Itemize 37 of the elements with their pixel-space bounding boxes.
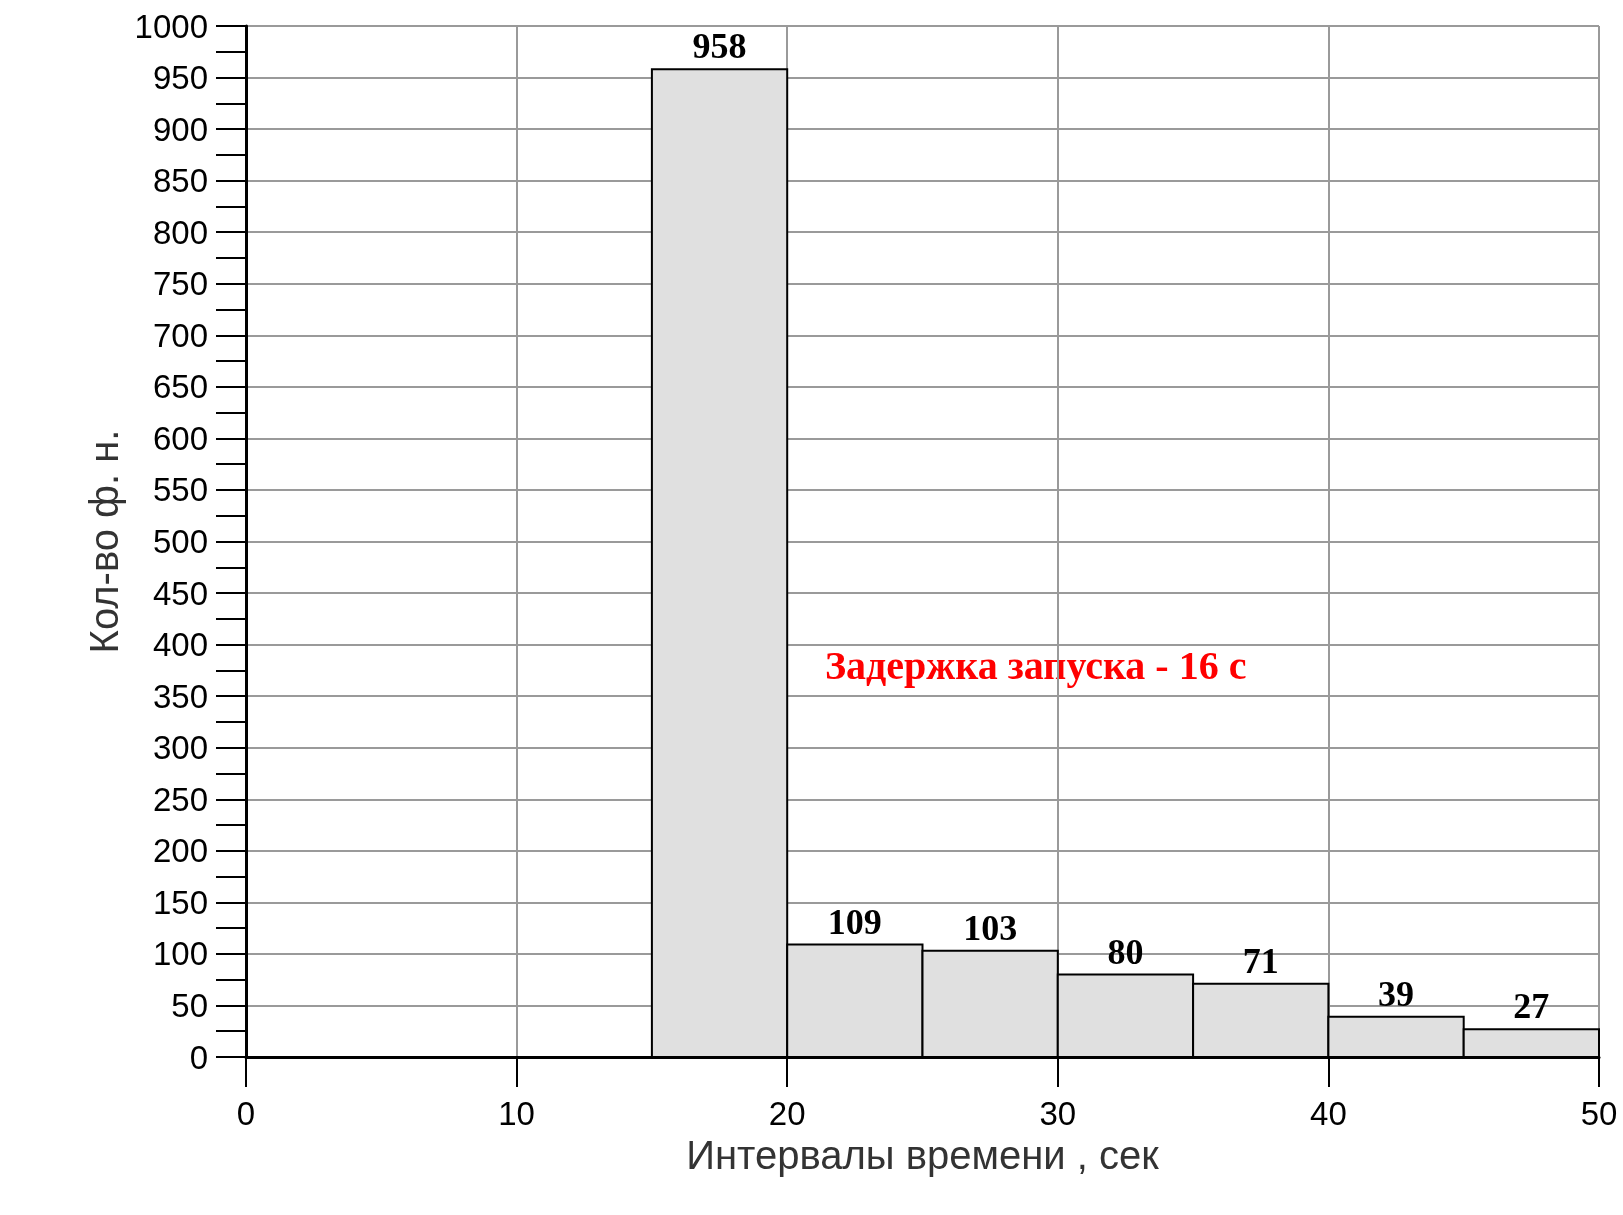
x-tick-label: 40 xyxy=(1310,1095,1347,1132)
y-tick-label: 600 xyxy=(152,419,208,457)
y-tick-label: 950 xyxy=(152,59,208,97)
y-tick-label: 850 xyxy=(152,162,208,200)
x-tick-label: 10 xyxy=(498,1095,535,1132)
y-tick-label: 550 xyxy=(152,471,208,509)
data-label: 958 xyxy=(692,26,747,67)
data-label: 103 xyxy=(963,907,1018,948)
data-label: 80 xyxy=(1107,931,1144,972)
y-tick-label: 300 xyxy=(152,729,208,767)
y-tick-label: 150 xyxy=(152,883,208,921)
y-tick-label: 800 xyxy=(152,213,208,251)
data-label: 39 xyxy=(1378,973,1415,1014)
x-tick-label: 50 xyxy=(1580,1095,1618,1132)
y-tick-label: 750 xyxy=(152,265,208,303)
data-label: 71 xyxy=(1242,940,1279,981)
y-axis-title: Кол-во ф. н. xyxy=(81,429,126,654)
y-tick-label: 100 xyxy=(152,935,208,973)
y-tick-label: 650 xyxy=(152,368,208,406)
y-tick-label: 500 xyxy=(152,523,208,560)
y-tick-label: 200 xyxy=(152,832,208,870)
y-tick-label: 50 xyxy=(171,986,208,1024)
x-tick-label: 30 xyxy=(1039,1095,1077,1132)
y-tick-label: 450 xyxy=(152,574,208,612)
y-tick-label: 700 xyxy=(152,316,208,354)
y-tick-label: 1000 xyxy=(134,7,208,45)
y-tick-label: 400 xyxy=(152,626,208,664)
annotation: Задержка запуска - 16 с xyxy=(825,642,1247,688)
y-tick-label: 250 xyxy=(152,780,208,818)
y-tick-label: 0 xyxy=(189,1038,208,1076)
y-tick-label: 900 xyxy=(152,110,208,148)
data-label: 109 xyxy=(827,901,882,942)
y-tick-label: 350 xyxy=(152,677,208,715)
x-axis-title: Интервалы времени , сек xyxy=(686,1132,1160,1177)
data-label: 27 xyxy=(1513,986,1550,1027)
x-tick-label: 20 xyxy=(768,1095,806,1132)
x-tick-label: 0 xyxy=(236,1095,256,1132)
